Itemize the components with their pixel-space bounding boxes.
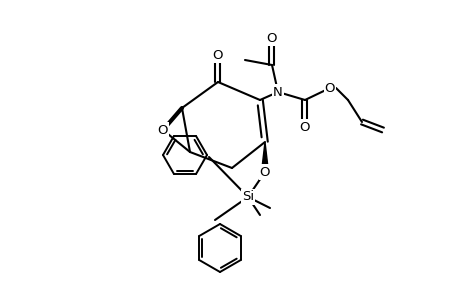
Text: O: O: [259, 166, 270, 178]
Text: O: O: [212, 49, 223, 62]
Text: O: O: [324, 82, 335, 94]
Text: N: N: [273, 85, 282, 98]
Text: Si: Si: [241, 190, 253, 203]
Text: O: O: [157, 124, 168, 136]
Text: O: O: [158, 124, 168, 136]
Text: O: O: [299, 121, 309, 134]
Text: O: O: [259, 166, 270, 178]
Polygon shape: [261, 142, 268, 172]
Text: O: O: [212, 49, 223, 62]
Text: O: O: [299, 121, 309, 134]
Text: Si: Si: [241, 190, 253, 203]
Text: O: O: [266, 32, 277, 44]
Text: N: N: [273, 85, 282, 98]
Text: O: O: [324, 82, 335, 94]
Text: O: O: [266, 32, 277, 44]
